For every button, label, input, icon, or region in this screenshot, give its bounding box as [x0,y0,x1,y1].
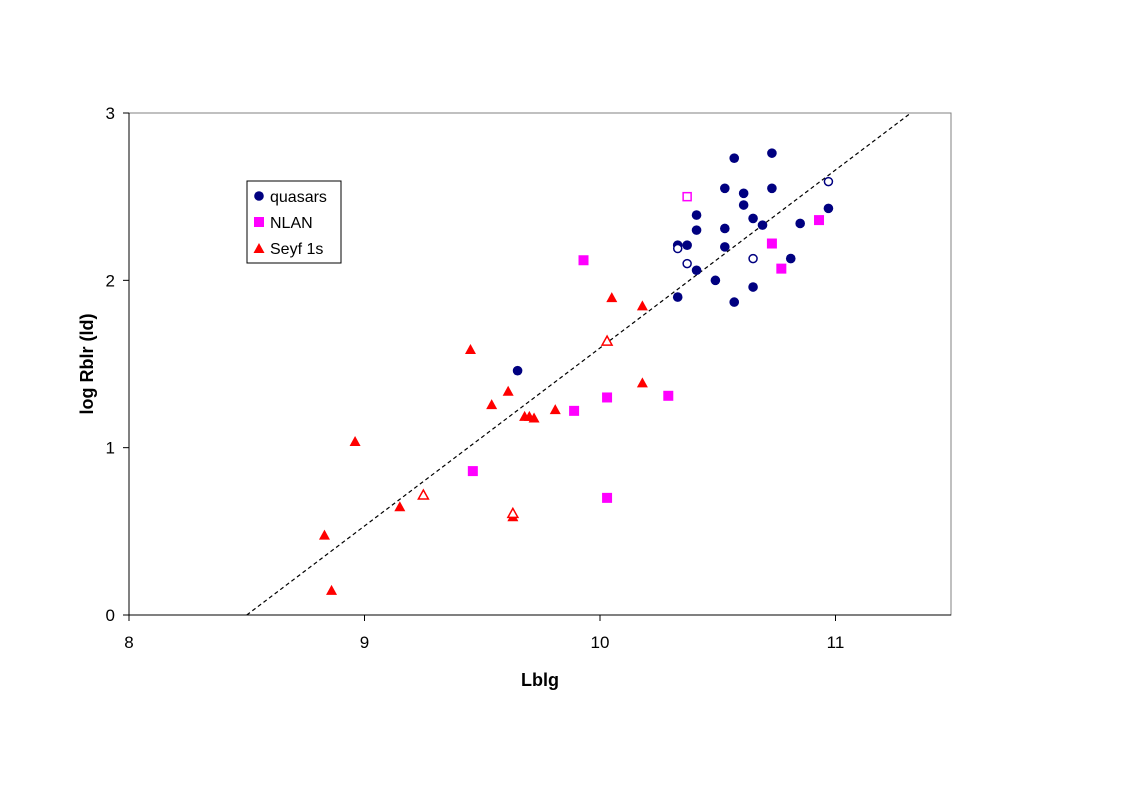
y-tick-label: 1 [106,439,115,458]
nlan-point [569,405,580,416]
seyf-1s-point [528,412,540,423]
quasars-point [748,213,758,224]
legend-label: quasars [270,189,327,206]
quasars-point [748,282,758,292]
axis-ticks: 8 9 10 11 0 1 2 3 [106,104,845,652]
y-tick-label: 0 [106,606,115,625]
seyf-1s-point [502,385,514,396]
quasars-point [691,225,702,235]
seyf-1s-open-point [417,488,430,500]
quasars-point [720,183,730,194]
x-axis-title: Lblg [521,670,559,690]
fit-line [246,112,912,616]
nlan-point [602,392,613,403]
quasars-point [710,275,721,286]
nlan-point [663,390,674,401]
seyf-1s-point [636,300,648,311]
quasars-point [720,223,730,234]
quasars-point [729,153,740,163]
nlan-point [814,215,825,226]
quasars-open-point [682,258,692,269]
quasars-point [767,148,777,158]
quasars-point [795,218,805,229]
seyf-1s-point [606,292,618,303]
quasars-point [757,220,768,230]
quasars-point [738,188,749,199]
nlan-point [602,492,613,503]
nlan-point [776,263,787,274]
seyf-1s-point [549,404,561,415]
nlan-point [467,466,478,477]
seyf-1s-point [636,377,648,388]
quasars-point [738,200,749,210]
quasars-open-point [672,243,683,254]
legend-marker [254,217,264,227]
y-axis-title: log Rblr (ld) [77,314,97,415]
x-tick-label: 11 [827,633,845,652]
nlan-point [766,238,777,249]
quasars-open-point [748,253,758,264]
quasars-point [682,240,692,250]
quasars-point [691,265,702,276]
data-points [318,148,834,595]
y-tick-label: 2 [106,271,115,290]
x-tick-label: 9 [360,633,369,652]
nlan-point [578,255,589,266]
y-tick-label: 3 [106,104,115,123]
quasars-point [691,210,702,220]
seyf-1s-open-point [600,334,614,346]
legend-label: NLAN [270,215,313,232]
quasars-point [729,297,740,307]
nlan-open-point [682,191,692,202]
seyf-1s-point [486,399,498,410]
quasars-point [767,183,777,194]
quasars-point [720,242,730,252]
quasars-point [823,203,834,214]
x-tick-label: 8 [124,633,133,652]
legend-marker [254,191,264,201]
seyf-1s-point [326,584,338,595]
legend: quasars NLAN Seyf 1s [246,180,342,264]
quasars-point [785,253,796,264]
seyf-1s-point [349,435,361,446]
legend-marker [253,243,265,253]
seyf-1s-point [394,501,406,512]
seyf-1s-open-point [506,506,520,519]
quasars-point [672,292,683,302]
x-tick-label: 10 [591,633,610,652]
quasars-open-point [823,176,834,187]
seyf-1s-point [464,343,476,354]
quasars-point [512,365,523,376]
seyf-1s-point [318,529,330,540]
legend-label: Seyf 1s [270,241,323,258]
